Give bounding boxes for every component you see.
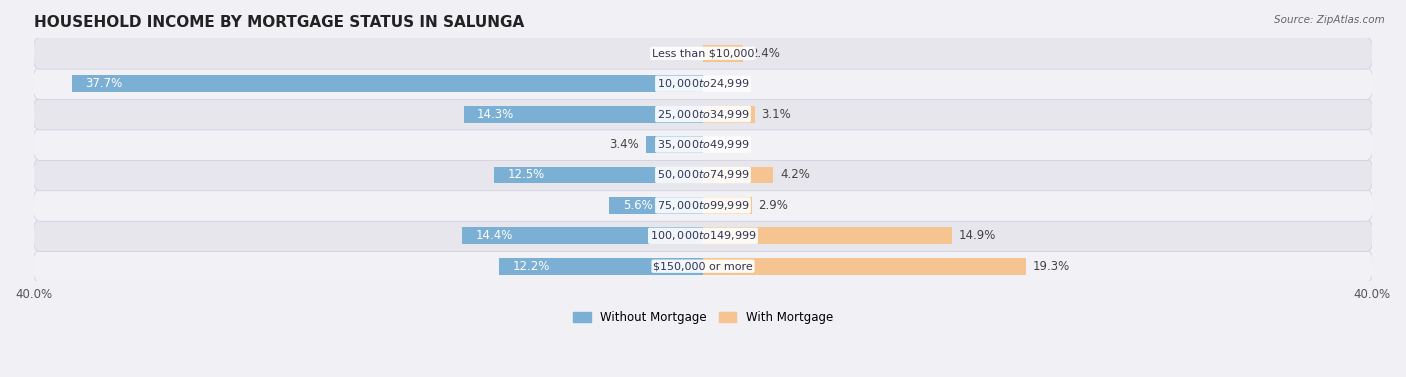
Bar [703, 167, 773, 183]
Text: 4.2%: 4.2% [780, 169, 810, 181]
FancyBboxPatch shape [34, 159, 1372, 191]
Text: 2.9%: 2.9% [758, 199, 789, 212]
FancyBboxPatch shape [34, 129, 1372, 160]
Text: Less than $10,000: Less than $10,000 [652, 48, 754, 58]
FancyBboxPatch shape [34, 220, 1372, 251]
Text: 3.4%: 3.4% [610, 138, 640, 151]
Bar [703, 106, 755, 123]
FancyBboxPatch shape [34, 37, 1372, 69]
Text: $150,000 or more: $150,000 or more [654, 261, 752, 271]
Bar [72, 75, 703, 92]
Text: $100,000 to $149,999: $100,000 to $149,999 [650, 229, 756, 242]
Bar [499, 258, 703, 274]
Text: Source: ZipAtlas.com: Source: ZipAtlas.com [1274, 15, 1385, 25]
Legend: Without Mortgage, With Mortgage: Without Mortgage, With Mortgage [568, 307, 838, 329]
Text: 14.9%: 14.9% [959, 229, 997, 242]
Bar [703, 197, 752, 214]
Bar [647, 136, 703, 153]
FancyBboxPatch shape [34, 190, 1372, 221]
Bar [464, 106, 703, 123]
Text: $35,000 to $49,999: $35,000 to $49,999 [657, 138, 749, 151]
FancyBboxPatch shape [34, 98, 1372, 130]
FancyBboxPatch shape [34, 68, 1372, 100]
FancyBboxPatch shape [34, 250, 1372, 282]
Text: 5.6%: 5.6% [623, 199, 652, 212]
Bar [494, 167, 703, 183]
Text: 37.7%: 37.7% [86, 77, 122, 90]
Bar [703, 227, 952, 244]
Bar [703, 45, 744, 62]
Text: 2.4%: 2.4% [749, 47, 780, 60]
Text: 3.1%: 3.1% [762, 108, 792, 121]
Bar [703, 258, 1026, 274]
Text: 14.4%: 14.4% [475, 229, 513, 242]
Text: 19.3%: 19.3% [1032, 260, 1070, 273]
Bar [609, 197, 703, 214]
Text: HOUSEHOLD INCOME BY MORTGAGE STATUS IN SALUNGA: HOUSEHOLD INCOME BY MORTGAGE STATUS IN S… [34, 15, 524, 30]
Text: 12.5%: 12.5% [508, 169, 544, 181]
Text: $50,000 to $74,999: $50,000 to $74,999 [657, 169, 749, 181]
Bar [463, 227, 703, 244]
Text: $75,000 to $99,999: $75,000 to $99,999 [657, 199, 749, 212]
Text: $25,000 to $34,999: $25,000 to $34,999 [657, 108, 749, 121]
Text: 12.2%: 12.2% [512, 260, 550, 273]
Text: $10,000 to $24,999: $10,000 to $24,999 [657, 77, 749, 90]
Text: 14.3%: 14.3% [477, 108, 515, 121]
